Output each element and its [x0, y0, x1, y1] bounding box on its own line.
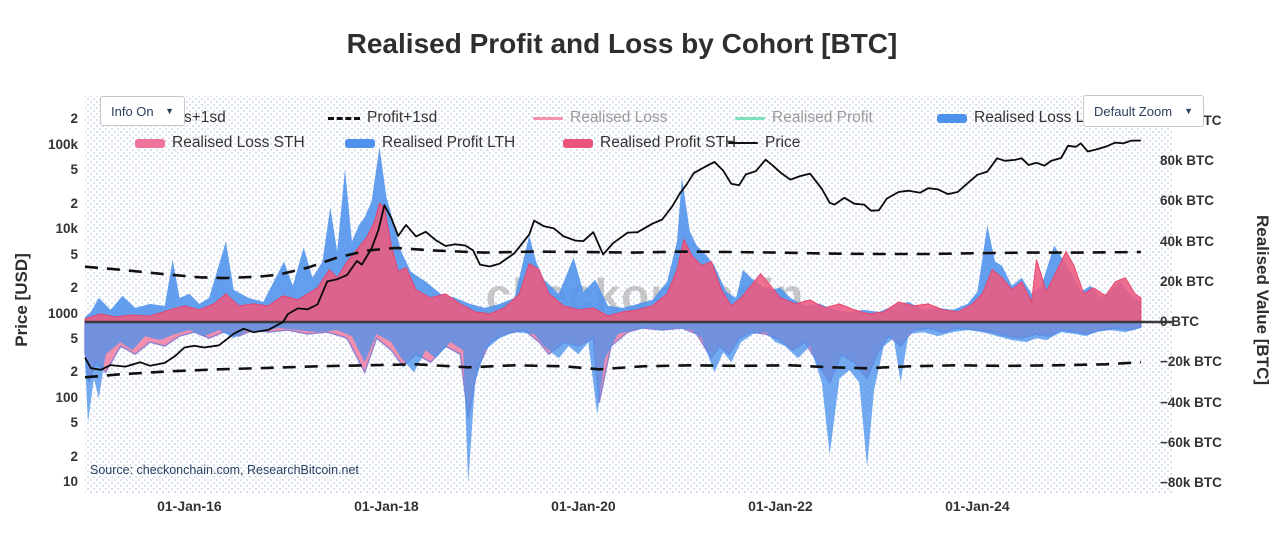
series-realised-profit-sth — [84, 202, 1142, 323]
legend-label: Realised Loss STH — [172, 134, 305, 151]
legend-swatch-icon — [563, 138, 593, 148]
x-tick-01-Jan-24: 01-Jan-24 — [945, 498, 1010, 514]
right-tick-80000: 80k BTC — [1160, 153, 1215, 168]
right-tick-20000: 20k BTC — [1160, 273, 1215, 289]
legend-item-realised-profit-sth[interactable]: Realised Profit STH — [563, 133, 736, 153]
right-tick-40000: 40k BTC — [1160, 233, 1215, 249]
left-tick-5: 5 — [70, 162, 78, 178]
left-tick-2: 2 — [70, 280, 78, 296]
legend-label: Realised Loss — [570, 109, 668, 126]
left-tick-10: 10 — [62, 474, 78, 490]
legend-item-realised-profit[interactable]: Realised Profit — [735, 108, 873, 128]
left-tick-2: 2 — [70, 195, 78, 211]
legend-item-realised-loss-lth[interactable]: Realised Loss LTH — [937, 108, 1104, 128]
left-tick-5: 5 — [70, 246, 78, 262]
series-loss-1sd — [84, 361, 1141, 379]
series-realised-loss-lth — [85, 322, 1141, 483]
left-tick-1000: 1000 — [47, 305, 78, 321]
legend-swatch-icon — [328, 116, 360, 120]
legend-item-price[interactable]: Price — [728, 133, 800, 153]
series-price — [84, 139, 1141, 371]
legend-label: Realised Profit STH — [600, 134, 737, 151]
legend-label: Realised Profit — [772, 109, 873, 126]
right-tick-60000: 60k BTC — [1160, 193, 1215, 209]
left-tick-5: 5 — [70, 415, 78, 431]
right-tick--40000: −40k BTC — [1160, 394, 1222, 410]
legend-item-realised-loss[interactable]: Realised Loss — [533, 108, 667, 128]
legend-swatch-icon — [937, 113, 967, 123]
legend-label: Realised Profit LTH — [382, 134, 516, 151]
legend-swatch-icon — [135, 138, 165, 148]
right-tick--80000: −80k BTC — [1160, 475, 1222, 490]
left-tick-2: 2 — [70, 111, 78, 127]
chevron-down-icon: ▼ — [1184, 106, 1193, 116]
info-dropdown[interactable]: Info On ▼ — [100, 96, 185, 126]
legend-label: Profit+1sd — [367, 109, 438, 126]
info-dropdown-label: Info On — [111, 103, 154, 119]
left-tick-2: 2 — [70, 364, 78, 380]
left-tick-100k: 100k — [47, 136, 78, 152]
left-tick-100: 100 — [55, 389, 78, 405]
x-tick-01-Jan-20: 01-Jan-20 — [551, 498, 616, 514]
chevron-down-icon: ▼ — [165, 106, 174, 116]
legend-label: Realised Loss LTH — [974, 109, 1104, 126]
x-tick-01-Jan-16: 01-Jan-16 — [157, 498, 222, 514]
right-axis-title: Realised Value [BTC] — [1253, 214, 1272, 386]
legend-label: Price — [765, 134, 801, 151]
legend-swatch-icon — [735, 116, 765, 120]
legend-swatch-icon — [728, 141, 758, 145]
legend-swatch-icon — [533, 116, 563, 120]
zoom-dropdown-label: Default Zoom — [1094, 103, 1173, 119]
left-tick-2: 2 — [70, 448, 78, 464]
left-tick-10k: 10k — [55, 221, 78, 237]
x-tick-01-Jan-22: 01-Jan-22 — [748, 498, 813, 514]
right-tick--20000: −20k BTC — [1160, 354, 1222, 370]
zoom-dropdown[interactable]: Default Zoom ▼ — [1083, 95, 1204, 127]
left-tick-5: 5 — [70, 330, 78, 346]
right-tick-0: 0 BTC — [1160, 314, 1200, 329]
x-tick-01-Jan-18: 01-Jan-18 — [354, 498, 419, 514]
chart-title: Realised Profit and Loss by Cohort [BTC] — [346, 28, 898, 59]
legend-item-profit-1sd[interactable]: Profit+1sd — [328, 108, 437, 128]
legend-item-realised-profit-lth[interactable]: Realised Profit LTH — [345, 133, 515, 153]
series-profit-1sd — [84, 246, 1141, 280]
source-note: Source: checkonchain.com, ResearchBitcoi… — [90, 463, 359, 477]
legend-swatch-icon — [345, 138, 375, 148]
right-tick--60000: −60k BTC — [1160, 434, 1222, 450]
legend-item-realised-loss-sth[interactable]: Realised Loss STH — [135, 133, 305, 153]
